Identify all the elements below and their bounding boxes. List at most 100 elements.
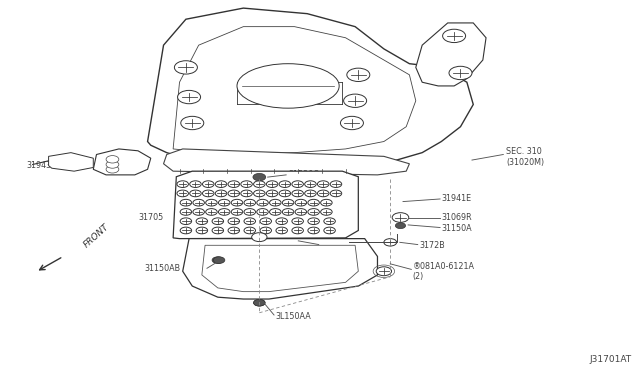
Circle shape bbox=[180, 227, 191, 234]
Circle shape bbox=[330, 190, 342, 197]
Circle shape bbox=[292, 181, 303, 187]
Circle shape bbox=[257, 199, 268, 206]
Circle shape bbox=[106, 155, 119, 163]
Circle shape bbox=[308, 199, 319, 206]
Circle shape bbox=[231, 209, 243, 215]
Circle shape bbox=[253, 173, 266, 181]
Circle shape bbox=[177, 90, 200, 104]
Circle shape bbox=[347, 68, 370, 81]
Circle shape bbox=[177, 181, 188, 187]
Circle shape bbox=[180, 209, 191, 215]
Text: 31943M: 31943M bbox=[26, 161, 58, 170]
Circle shape bbox=[212, 257, 223, 263]
Circle shape bbox=[228, 218, 239, 225]
Circle shape bbox=[276, 227, 287, 234]
Circle shape bbox=[344, 94, 367, 108]
Polygon shape bbox=[148, 8, 473, 171]
Circle shape bbox=[295, 199, 307, 206]
Text: 3L150AA: 3L150AA bbox=[275, 312, 311, 321]
Circle shape bbox=[212, 227, 223, 234]
Circle shape bbox=[308, 218, 319, 225]
Circle shape bbox=[292, 190, 303, 197]
Text: 31941E: 31941E bbox=[442, 195, 472, 203]
Circle shape bbox=[443, 29, 466, 42]
Circle shape bbox=[177, 190, 188, 197]
Text: 31150A: 31150A bbox=[442, 224, 472, 233]
Polygon shape bbox=[49, 153, 93, 171]
Circle shape bbox=[321, 199, 332, 206]
Circle shape bbox=[193, 199, 204, 206]
Circle shape bbox=[376, 267, 392, 276]
Circle shape bbox=[321, 209, 332, 215]
Text: SEC. 310
(31020M): SEC. 310 (31020M) bbox=[506, 147, 545, 167]
Text: FRONT: FRONT bbox=[83, 222, 111, 250]
Circle shape bbox=[180, 116, 204, 130]
Circle shape bbox=[308, 227, 319, 234]
Circle shape bbox=[279, 190, 291, 197]
Circle shape bbox=[253, 181, 265, 187]
Circle shape bbox=[180, 199, 191, 206]
Circle shape bbox=[213, 257, 225, 263]
Circle shape bbox=[330, 181, 342, 187]
Circle shape bbox=[231, 199, 243, 206]
Circle shape bbox=[202, 181, 214, 187]
Circle shape bbox=[205, 199, 217, 206]
Circle shape bbox=[392, 213, 409, 222]
Circle shape bbox=[196, 227, 207, 234]
Circle shape bbox=[308, 209, 319, 215]
Circle shape bbox=[292, 227, 303, 234]
Circle shape bbox=[305, 181, 316, 187]
Circle shape bbox=[196, 218, 207, 225]
Circle shape bbox=[276, 218, 287, 225]
Circle shape bbox=[269, 199, 281, 206]
Polygon shape bbox=[182, 238, 378, 299]
Circle shape bbox=[396, 223, 406, 229]
Circle shape bbox=[218, 199, 230, 206]
Text: 3172B: 3172B bbox=[419, 241, 445, 250]
Polygon shape bbox=[93, 149, 151, 175]
Circle shape bbox=[324, 227, 335, 234]
Circle shape bbox=[449, 66, 472, 80]
Circle shape bbox=[244, 227, 255, 234]
Polygon shape bbox=[416, 23, 486, 86]
Circle shape bbox=[241, 181, 252, 187]
Circle shape bbox=[317, 181, 329, 187]
Circle shape bbox=[253, 190, 265, 197]
Circle shape bbox=[228, 181, 239, 187]
Circle shape bbox=[212, 218, 223, 225]
Circle shape bbox=[228, 190, 239, 197]
Circle shape bbox=[252, 233, 267, 241]
Circle shape bbox=[215, 181, 227, 187]
Circle shape bbox=[202, 190, 214, 197]
Circle shape bbox=[244, 209, 255, 215]
Circle shape bbox=[292, 218, 303, 225]
Circle shape bbox=[269, 209, 281, 215]
Circle shape bbox=[106, 166, 119, 173]
Circle shape bbox=[180, 218, 191, 225]
Circle shape bbox=[266, 190, 278, 197]
Circle shape bbox=[189, 190, 201, 197]
Circle shape bbox=[106, 161, 119, 168]
Circle shape bbox=[324, 218, 335, 225]
Circle shape bbox=[244, 218, 255, 225]
Circle shape bbox=[215, 190, 227, 197]
Circle shape bbox=[317, 190, 329, 197]
Circle shape bbox=[244, 199, 255, 206]
Polygon shape bbox=[173, 171, 358, 238]
Circle shape bbox=[260, 227, 271, 234]
Circle shape bbox=[279, 181, 291, 187]
Text: 31940: 31940 bbox=[320, 241, 345, 250]
Circle shape bbox=[253, 299, 265, 306]
Circle shape bbox=[193, 209, 204, 215]
Polygon shape bbox=[164, 149, 410, 175]
Polygon shape bbox=[202, 245, 358, 292]
Circle shape bbox=[205, 209, 217, 215]
Text: ®081A0-6121A
(2): ®081A0-6121A (2) bbox=[413, 262, 475, 281]
Circle shape bbox=[253, 299, 265, 306]
Ellipse shape bbox=[237, 64, 339, 108]
Text: 31150AB: 31150AB bbox=[145, 264, 180, 273]
Circle shape bbox=[241, 190, 252, 197]
Circle shape bbox=[282, 209, 294, 215]
Circle shape bbox=[174, 61, 197, 74]
Circle shape bbox=[282, 199, 294, 206]
